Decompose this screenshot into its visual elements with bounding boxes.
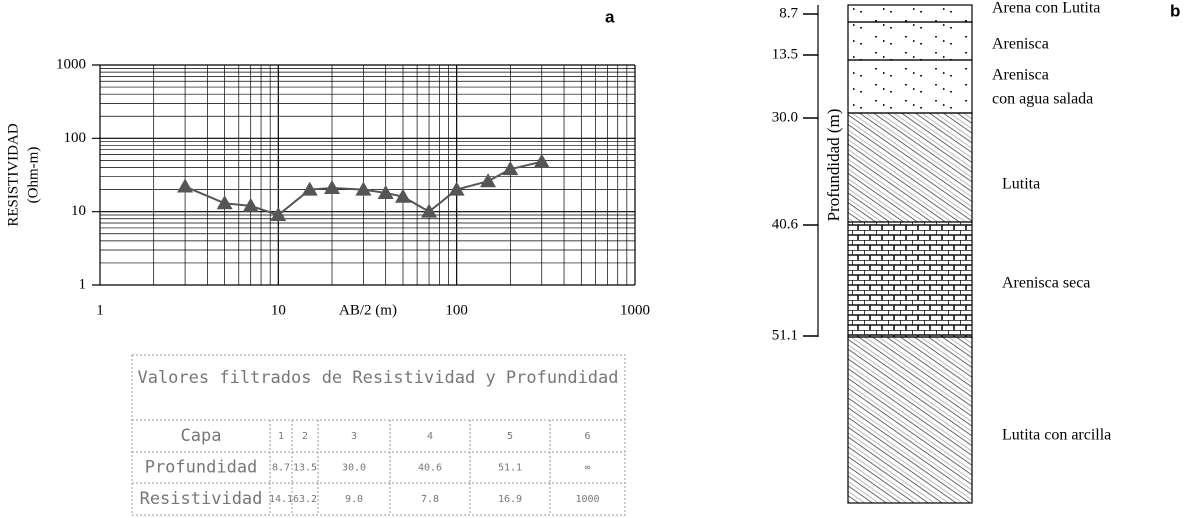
- y-tick-label: 10: [71, 203, 86, 219]
- table-cell: 63.2: [293, 494, 317, 505]
- data-point: [270, 207, 287, 222]
- table-frame: [131, 354, 626, 516]
- y-tick-label: 100: [64, 130, 87, 146]
- y-axis-label: (Ohm-m): [25, 147, 41, 204]
- table-cell: 4: [427, 431, 433, 442]
- x-tick-label: 100: [445, 302, 468, 318]
- data-point: [301, 181, 318, 196]
- table-cell: 3: [351, 431, 357, 442]
- depth-tick-label: 51.1: [772, 327, 798, 343]
- table-cell: 40.6: [418, 463, 442, 474]
- data-point: [394, 188, 411, 203]
- data-point: [355, 181, 372, 196]
- panel-label: b: [1170, 1, 1180, 20]
- stratum-label: con agua salada: [992, 91, 1093, 108]
- data-point: [242, 197, 259, 212]
- stratum: [847, 4, 973, 23]
- data-point: [533, 153, 550, 168]
- stratum: [847, 221, 973, 338]
- table-cell: 8.7: [272, 463, 290, 474]
- y-tick-label: 1000: [56, 56, 86, 72]
- table-cell: 5: [507, 431, 513, 442]
- x-tick-label: 1000: [620, 302, 650, 318]
- stratum-label: Arenisca: [992, 36, 1049, 53]
- stratum-label: Arena con Lutita: [992, 0, 1100, 17]
- stratum: [847, 21, 973, 61]
- data-point: [502, 161, 519, 176]
- stratum: [847, 59, 973, 114]
- stratum-label: Arenisca: [992, 67, 1049, 84]
- stratum-label: Arenisca seca: [1002, 275, 1090, 292]
- table-cell: 30.0: [342, 463, 366, 474]
- table-cell: ∞: [584, 463, 590, 474]
- y-axis-label: RESISTIVIDAD: [5, 123, 21, 226]
- depth-axis-label: Profundidad (m): [824, 109, 843, 222]
- table-cell: 9.0: [345, 494, 363, 505]
- y-tick-label: 1: [79, 276, 87, 292]
- stratum-label: Lutita con arcilla: [1002, 427, 1111, 444]
- data-point: [377, 184, 394, 199]
- data-point: [177, 178, 194, 193]
- data-point: [421, 203, 438, 218]
- table-cell: 7.8: [421, 494, 439, 505]
- table-cell: Resistividad: [140, 489, 263, 509]
- table-cell: 2: [302, 431, 308, 442]
- table-cell: Profundidad: [145, 458, 258, 478]
- panel-label: a: [605, 7, 615, 26]
- table-cell: 14.1: [269, 494, 293, 505]
- stratum: [847, 336, 973, 504]
- x-tick-label: 1: [96, 302, 104, 318]
- x-axis-label: AB/2 (m): [339, 302, 397, 318]
- stratum: [847, 112, 973, 223]
- table-title: Valores filtrados de Resistividad y Prof…: [137, 368, 618, 388]
- stratum-label: Lutita: [1002, 176, 1040, 193]
- depth-tick-label: 40.6: [772, 216, 799, 232]
- data-point: [216, 195, 233, 210]
- table-cell: 16.9: [498, 494, 522, 505]
- data-point: [448, 181, 465, 196]
- table-cell: 6: [584, 431, 590, 442]
- x-tick-label: 10: [271, 302, 286, 318]
- data-point: [480, 173, 497, 188]
- table-cell: 51.1: [498, 463, 522, 474]
- table-cell: 1000: [575, 494, 599, 505]
- table-cell: 13.5: [293, 463, 317, 474]
- depth-tick-label: 13.5: [772, 46, 798, 62]
- data-point: [324, 180, 341, 195]
- table-cell: Capa: [181, 426, 222, 446]
- table-cell: 1: [278, 431, 284, 442]
- depth-tick-label: 8.7: [779, 5, 798, 21]
- depth-tick-label: 30.0: [772, 109, 798, 125]
